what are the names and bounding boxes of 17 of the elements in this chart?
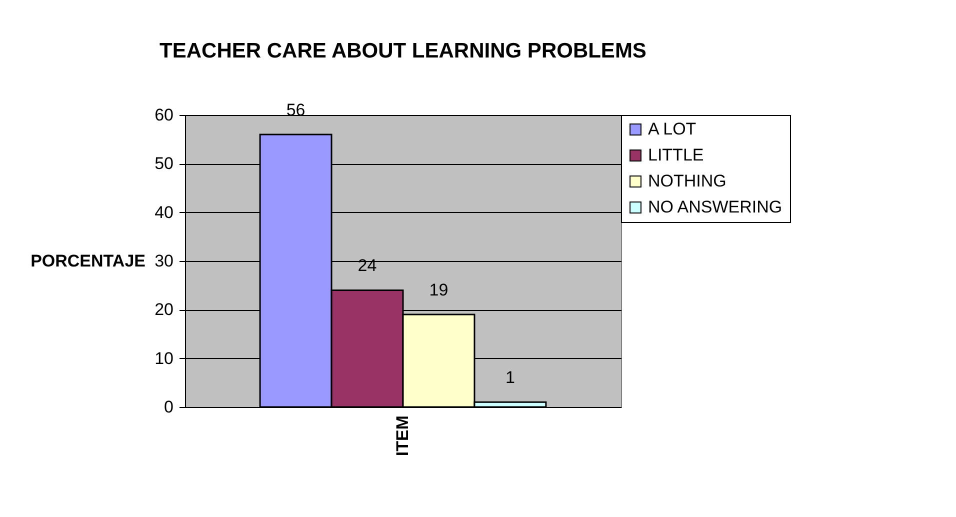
y-tick-label: 20: [154, 300, 174, 320]
legend-label: A LOT: [648, 120, 696, 138]
data-label: 19: [429, 280, 448, 300]
y-tick-label: 50: [154, 154, 174, 174]
data-label: 1: [505, 368, 515, 388]
y-tick-label: 60: [154, 106, 174, 124]
legend-label: NO ANSWERING: [648, 198, 782, 216]
y-tick-label: 40: [154, 202, 174, 222]
chart-title: TEACHER CARE ABOUT LEARNING PROBLEMS: [160, 39, 646, 62]
legend-label: LITTLE: [648, 146, 704, 164]
y-tick-label: 10: [154, 348, 174, 368]
data-label: 56: [286, 100, 306, 120]
y-axis-title: PORCENTAJE: [30, 252, 146, 270]
legend-label: NOTHING: [648, 172, 726, 190]
y-tick-label: 0: [164, 398, 174, 416]
x-tick-label: ITEM: [393, 416, 412, 456]
y-tick-label: 30: [154, 252, 174, 270]
